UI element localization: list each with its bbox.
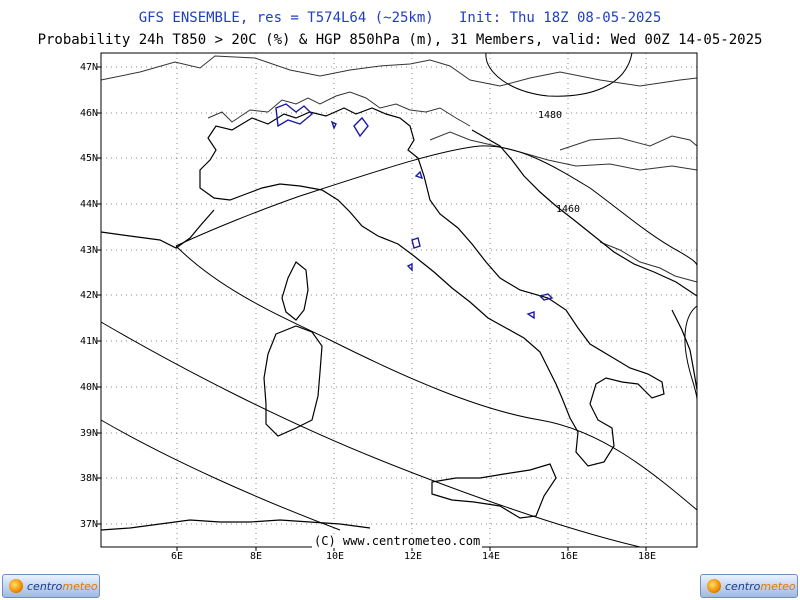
lon-label-8e: 8E: [250, 551, 263, 562]
sun-icon: [707, 579, 721, 593]
lon-label-16e: 16E: [560, 551, 579, 562]
lat-label-46n: 46N: [79, 108, 98, 119]
map-frame: [100, 52, 698, 548]
lon-label-6e: 6E: [171, 551, 184, 562]
contour-label-1460: 1460: [556, 204, 580, 215]
centrometeo-logo-left[interactable]: centro meteo: [2, 574, 100, 598]
coastlines: [100, 107, 698, 531]
model-title: GFS ENSEMBLE, res = T574L64 (~25km) Init…: [138, 10, 662, 26]
lat-label-41n: 41N: [79, 336, 98, 347]
contour-label-1480: 1480: [538, 110, 562, 121]
credit-text: (C) www.centrometeo.com: [312, 534, 483, 548]
probability-contours: [275, 103, 554, 320]
graticule: [101, 53, 697, 547]
lat-label-44n: 44N: [79, 199, 98, 210]
lon-label-12e: 12E: [404, 551, 423, 562]
sun-icon: [9, 579, 23, 593]
centrometeo-logo-right[interactable]: centro meteo: [700, 574, 798, 598]
logo-left-part1: centro: [27, 579, 63, 593]
lon-label-14e: 14E: [482, 551, 501, 562]
lat-label-40n: 40N: [79, 382, 98, 393]
product-title: Probability 24h T850 > 20C (%) & HGP 850…: [37, 32, 763, 48]
country-borders: [100, 55, 698, 283]
lat-label-38n: 38N: [79, 473, 98, 484]
lat-label-37n: 37N: [79, 519, 98, 530]
lon-label-18e: 18E: [638, 551, 657, 562]
hgp-contours: [100, 52, 698, 548]
axis-ticks: [97, 66, 647, 551]
lon-label-10e: 10E: [326, 551, 345, 562]
logo-left-part2: meteo: [62, 579, 98, 593]
logo-right-part2: meteo: [760, 579, 796, 593]
lat-label-39n: 39N: [79, 428, 98, 439]
lat-label-47n: 47N: [79, 62, 98, 73]
lat-label-42n: 42N: [79, 290, 98, 301]
logo-right-part1: centro: [725, 579, 761, 593]
lat-label-43n: 43N: [79, 245, 98, 256]
lat-label-45n: 45N: [79, 153, 98, 164]
